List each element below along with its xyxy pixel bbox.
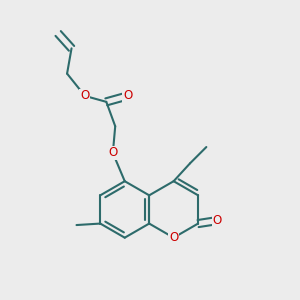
Text: O: O (169, 231, 178, 244)
Text: O: O (123, 89, 132, 102)
Text: O: O (80, 89, 89, 102)
Text: O: O (213, 214, 222, 227)
Text: O: O (108, 146, 118, 160)
